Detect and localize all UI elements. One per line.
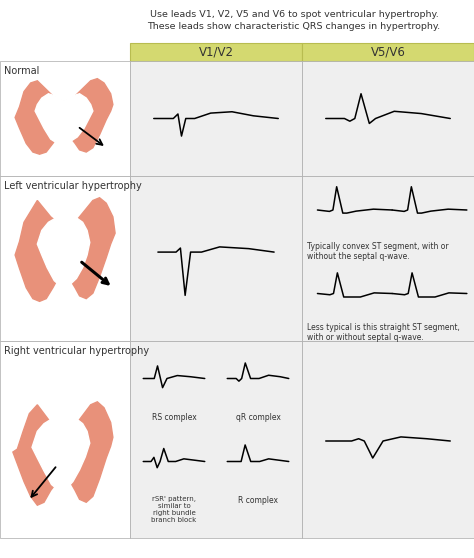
Bar xyxy=(130,176,302,341)
Text: Left ventricular hypertrophy: Left ventricular hypertrophy xyxy=(4,181,142,191)
Bar xyxy=(302,176,474,341)
Bar xyxy=(130,341,302,538)
Text: V5/V6: V5/V6 xyxy=(371,46,405,59)
Bar xyxy=(130,61,302,176)
Text: R complex: R complex xyxy=(238,496,278,505)
Bar xyxy=(0,341,130,538)
Text: Less typical is this straight ST segment,
with or without septal q-wave.: Less typical is this straight ST segment… xyxy=(307,323,460,343)
Polygon shape xyxy=(35,94,93,143)
Polygon shape xyxy=(37,218,90,286)
Text: Normal: Normal xyxy=(4,66,39,76)
Bar xyxy=(302,61,474,176)
Text: V1/V2: V1/V2 xyxy=(199,46,234,59)
Text: RS complex: RS complex xyxy=(152,413,196,422)
Bar xyxy=(0,61,130,176)
Text: rSR' pattern,
similar to
right bundle
branch block: rSR' pattern, similar to right bundle br… xyxy=(151,496,197,523)
Text: Use leads V1, V2, V5 and V6 to spot ventricular hypertrophy.: Use leads V1, V2, V5 and V6 to spot vent… xyxy=(149,10,438,19)
Bar xyxy=(302,341,474,538)
Text: Typically convex ST segment, with or
without the septal q-wave.: Typically convex ST segment, with or wit… xyxy=(307,242,448,261)
Polygon shape xyxy=(32,420,90,490)
Polygon shape xyxy=(15,79,113,154)
Polygon shape xyxy=(13,402,113,505)
Text: qR complex: qR complex xyxy=(236,413,281,422)
Bar xyxy=(130,43,302,61)
Bar xyxy=(0,176,130,341)
Text: Right ventricular hypertrophy: Right ventricular hypertrophy xyxy=(4,346,149,356)
Bar xyxy=(302,43,474,61)
Polygon shape xyxy=(15,198,115,301)
Text: These leads show characteristic QRS changes in hypertrophy.: These leads show characteristic QRS chan… xyxy=(147,22,440,31)
